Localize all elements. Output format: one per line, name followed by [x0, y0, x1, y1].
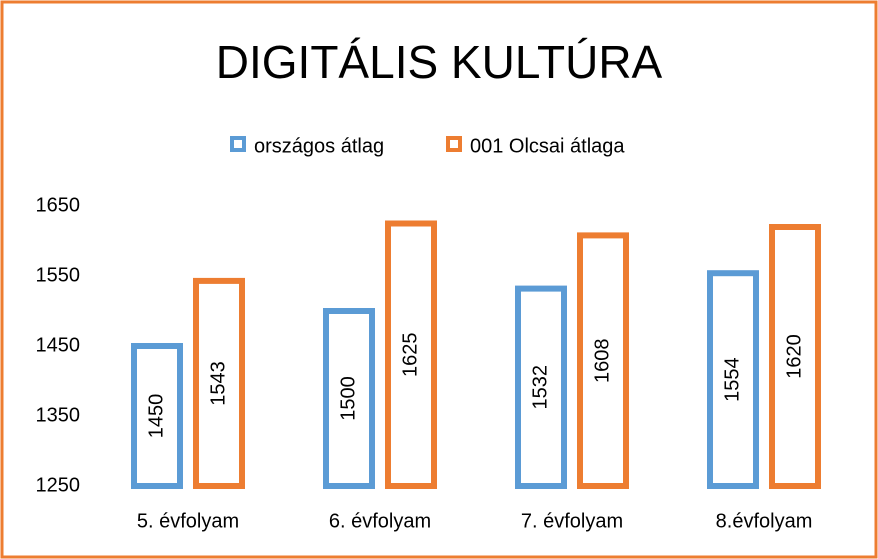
bar — [707, 270, 759, 490]
data-label: 1608 — [591, 338, 613, 383]
legend-label: országos átlag — [254, 135, 384, 157]
data-label: 1625 — [399, 333, 421, 378]
y-tick-label: 1250 — [36, 474, 81, 496]
data-label: 1532 — [529, 365, 551, 410]
y-tick-label: 1450 — [36, 334, 81, 356]
data-label: 1543 — [207, 361, 229, 406]
y-tick-label: 1350 — [36, 404, 81, 426]
bar — [323, 308, 375, 489]
x-tick-label: 6. évfolyam — [329, 510, 431, 532]
data-label: 1554 — [721, 357, 743, 402]
bar — [193, 277, 245, 489]
bar — [769, 224, 821, 489]
bar — [385, 220, 437, 489]
data-label: 1620 — [783, 334, 805, 379]
y-tick-label: 1550 — [36, 264, 81, 286]
data-label: 1500 — [337, 376, 359, 421]
legend-swatch — [230, 136, 246, 152]
legend-swatch — [446, 136, 462, 152]
legend-label: 001 Olcsai átlaga — [470, 135, 625, 157]
y-tick-label: 1650 — [36, 194, 81, 216]
x-tick-label: 5. évfolyam — [137, 510, 239, 532]
chart-title: DIGITÁLIS KULTÚRA — [216, 36, 663, 88]
bar — [577, 232, 629, 489]
x-tick-label: 7. évfolyam — [521, 510, 623, 532]
bar — [515, 285, 567, 489]
x-tick-label: 8.évfolyam — [716, 510, 813, 532]
bar — [131, 343, 183, 489]
data-label: 1450 — [145, 394, 167, 439]
